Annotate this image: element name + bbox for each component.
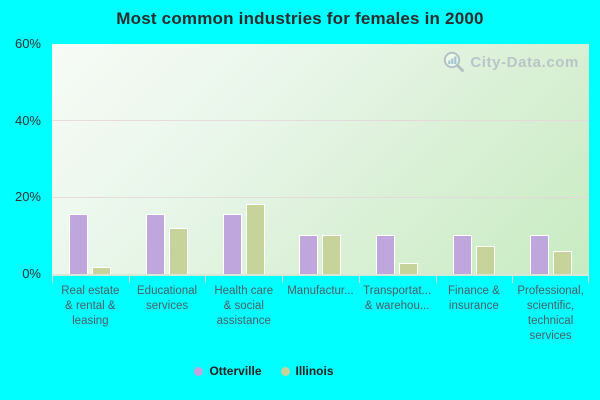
bar-illinois [245,204,265,274]
legend-swatch-icon [280,366,290,376]
gridline-20-percent [52,197,589,198]
bar-illinois [552,251,572,274]
bar-group [129,44,206,274]
y-tick-label: 20% [14,189,41,205]
legend-item-otterville: Otterville [194,364,262,378]
gridline-40-percent [52,120,589,121]
legend-item-illinois: Illinois [280,364,334,378]
bar-otterville [376,234,396,274]
x-tick [435,276,437,283]
bar-group [359,44,436,274]
x-category-label: Transportat... & warehou... [363,285,432,312]
x-category-label: Health care & social assistance [214,285,274,327]
y-tick-label: 40% [14,112,41,128]
city-data-logo-icon [444,51,465,72]
bars-layer [52,44,589,274]
x-tick [588,276,589,283]
bar-otterville [529,234,549,274]
y-tick-label: 0% [22,266,41,281]
bar-illinois [169,228,189,274]
x-category-label: Professional, scientific, technical service… [517,285,584,342]
x-category-label: Finance & insurance [447,285,500,312]
bar-illinois [322,234,342,274]
bar-illinois [92,267,112,274]
bar-otterville [69,214,89,274]
bar-otterville [222,214,242,274]
legend-swatch-icon [194,366,204,376]
x-tick [512,276,514,283]
x-tick [52,276,53,283]
y-axis: 60% 40% 20% 0% [0,0,46,300]
x-category-label: Educational services [137,285,198,312]
watermark: City-Data.com [442,50,579,75]
x-axis-labels: Real estate & rental & leasing Educational s… [52,284,589,344]
bar-group [282,44,359,274]
x-tick [358,276,360,283]
x-tick [128,276,130,283]
x-tick [282,276,284,283]
bar-otterville [146,214,166,274]
bar-group [436,44,513,274]
bar-group [205,44,282,274]
x-axis-ticks [52,276,589,283]
bar-group [52,44,129,274]
bar-illinois [475,245,495,274]
x-category-label: Manufactur... [287,285,354,297]
bar-otterville [299,234,319,274]
legend-label: Illinois [295,364,334,378]
chart-title: Most common industries for females in 20… [116,9,484,28]
plot-area: City-Data.com [52,44,589,276]
x-tick [205,276,207,283]
x-category-label: Real estate & rental & leasing [61,285,120,327]
bar-illinois [399,262,419,274]
legend: Otterville Illinois [0,364,564,378]
bar-otterville [452,234,472,274]
bar-group [512,44,589,274]
legend-label: Otterville [209,364,262,378]
y-tick-label: 60% [14,36,41,51]
watermark-text: City-Data.com [470,54,579,71]
